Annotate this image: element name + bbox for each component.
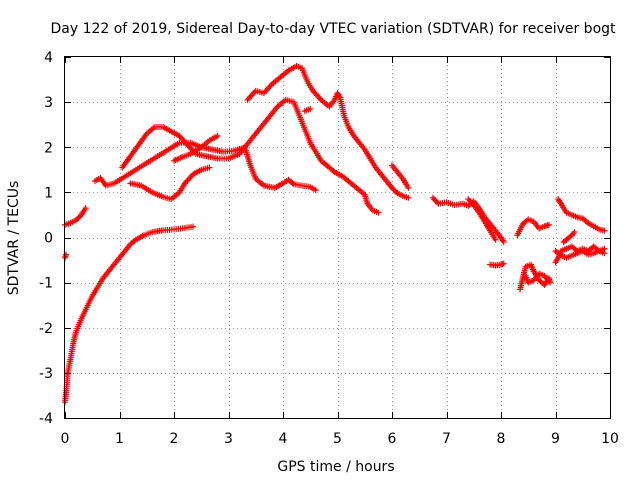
data-point <box>492 236 499 243</box>
series-arc-12 <box>465 196 499 243</box>
data-point <box>567 233 574 240</box>
x-tick-label: 4 <box>279 431 288 447</box>
series-arc-6 <box>127 164 213 203</box>
data-point <box>82 205 89 212</box>
grid <box>65 57 610 418</box>
series-arc-19 <box>560 229 578 246</box>
data-point <box>289 180 296 187</box>
series-arc-14 <box>514 216 552 239</box>
x-tick-label: 9 <box>551 431 560 447</box>
x-tick-labels: 0 1 2 3 4 5 6 7 8 9 10 <box>61 431 619 447</box>
data-point <box>405 194 412 201</box>
plot-frame <box>64 56 611 419</box>
data-point <box>190 223 197 230</box>
x-tick-label: 5 <box>333 431 342 447</box>
data-point <box>312 187 319 194</box>
data-point <box>571 229 578 236</box>
y-axis-label: SDTVAR / TECUs <box>6 181 22 296</box>
x-tick-label: 6 <box>388 431 397 447</box>
data-point <box>75 214 82 221</box>
y-tick-label: 0 <box>44 231 53 247</box>
series-arc-16 <box>555 196 608 234</box>
data-point <box>556 251 563 258</box>
data-point <box>206 164 213 171</box>
x-tick-label: 3 <box>224 431 233 447</box>
data-point <box>601 227 608 234</box>
x-tick-label: 0 <box>61 431 70 447</box>
series-arc-13 <box>487 260 507 269</box>
y-tick-label: 2 <box>44 140 53 156</box>
data-point <box>405 184 412 191</box>
y-tick-label: -4 <box>39 411 53 427</box>
series-arc-15 <box>517 261 554 293</box>
x-tick-label: 2 <box>170 431 179 447</box>
data-point <box>307 105 314 112</box>
data-point <box>72 217 79 224</box>
data-point <box>390 186 397 193</box>
data-point <box>465 196 472 203</box>
data-point <box>214 132 221 139</box>
axis-ticks <box>65 57 611 419</box>
y-tick-label: -1 <box>39 276 53 292</box>
series-arc-2 <box>62 223 197 406</box>
y-tick-label: -3 <box>39 366 53 382</box>
x-tick-label: 1 <box>115 431 124 447</box>
y-tick-label: 4 <box>44 50 53 66</box>
data-point <box>500 239 507 246</box>
series-arc-8 <box>244 63 412 201</box>
data-point <box>522 272 529 279</box>
data-point <box>393 188 400 195</box>
series-arc-10 <box>389 162 412 191</box>
data-marks <box>62 63 608 406</box>
data-point <box>391 187 398 194</box>
series-arc-4 <box>91 96 382 216</box>
data-point <box>433 199 440 206</box>
data-point <box>545 221 552 228</box>
data-point <box>74 215 81 222</box>
data-point <box>389 184 395 191</box>
series-arc-1 <box>62 251 70 261</box>
series-arc-5 <box>119 123 319 194</box>
series-arc-7 <box>171 132 221 164</box>
data-point <box>375 209 382 216</box>
y-tick-labels: -4 -3 -2 -1 0 1 2 3 4 <box>39 50 53 427</box>
y-tick-label: 1 <box>44 185 53 201</box>
x-tick-label: 7 <box>442 431 451 447</box>
data-point <box>500 260 507 267</box>
data-point <box>583 218 590 225</box>
x-axis-label: GPS time / hours <box>277 459 394 475</box>
y-tick-label: -2 <box>39 321 53 337</box>
x-tick-label: 10 <box>601 431 619 447</box>
data-point <box>601 250 608 257</box>
y-tick-label: 3 <box>44 95 53 111</box>
data-point <box>76 213 83 220</box>
series-arc-3 <box>62 205 89 228</box>
chart-title: Day 122 of 2019, Sidereal Day-to-day VTE… <box>50 21 616 37</box>
series-arc-18 <box>552 248 608 261</box>
x-tick-label: 8 <box>497 431 506 447</box>
data-point <box>429 194 436 201</box>
data-point <box>431 196 438 203</box>
series-arc-9 <box>301 105 314 115</box>
